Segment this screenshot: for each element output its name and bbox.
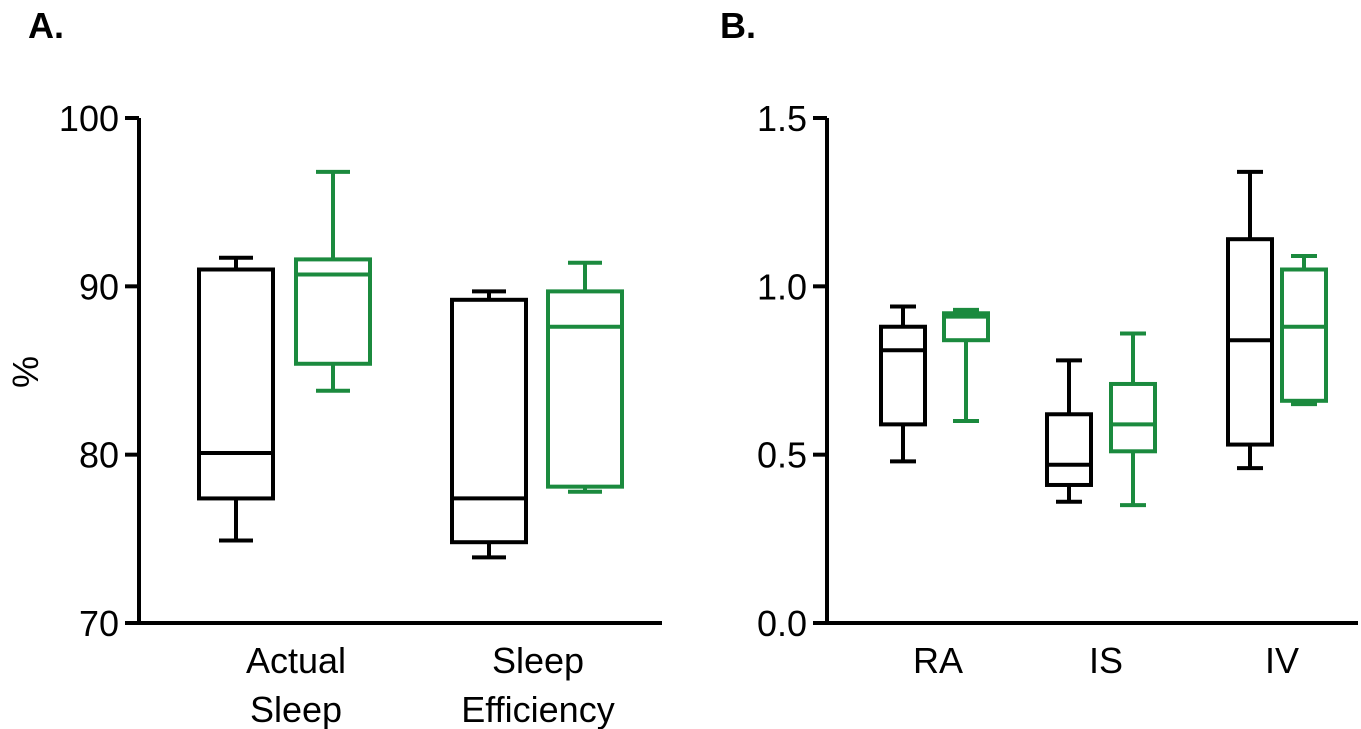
y-axis-title: % (5, 356, 46, 388)
panel-label: B. (720, 5, 756, 46)
x-category-label: RA (913, 640, 963, 681)
y-tick-label: 70 (79, 603, 119, 644)
y-tick-label: 0.5 (757, 435, 807, 476)
x-category-label: Actual (246, 640, 346, 681)
box-iqr (197, 267, 275, 501)
y-tick-label: 80 (79, 435, 119, 476)
box-iqr (546, 289, 624, 489)
box-iqr (1109, 381, 1157, 454)
y-tick-label: 0.0 (757, 603, 807, 644)
box-iqr (294, 257, 372, 366)
x-category-label: IS (1089, 640, 1123, 681)
y-tick-label: 1.0 (757, 266, 807, 307)
y-tick-label: 100 (59, 98, 119, 139)
box-iqr (1045, 412, 1093, 487)
y-tick-label: 1.5 (757, 98, 807, 139)
x-category-label: IV (1265, 640, 1299, 681)
y-tick-label: 90 (79, 266, 119, 307)
x-category-label: Sleep (250, 689, 342, 729)
panel-label: A. (28, 5, 64, 46)
box-iqr (1280, 267, 1328, 403)
x-category-label: Sleep (492, 640, 584, 681)
box-iqr (879, 324, 927, 427)
box-iqr (450, 297, 528, 545)
x-category-label: Efficiency (461, 689, 614, 729)
